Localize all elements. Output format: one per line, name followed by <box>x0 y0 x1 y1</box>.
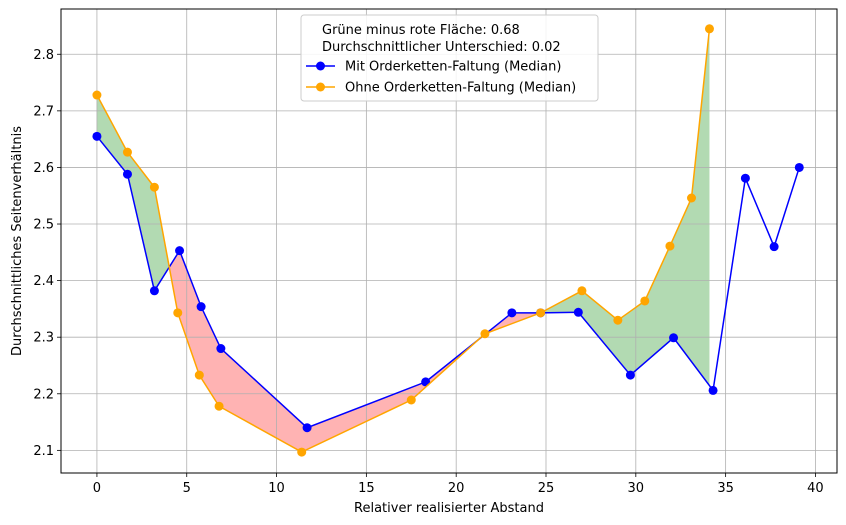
y-tick-label: 2.2 <box>33 387 54 402</box>
y-tick-label: 2.4 <box>33 274 54 289</box>
y-tick-label: 2.5 <box>33 218 54 233</box>
data-point <box>175 246 185 256</box>
y-tick-label: 2.3 <box>33 331 54 346</box>
y-tick-label: 2.6 <box>33 161 54 176</box>
data-point <box>297 447 307 457</box>
grid <box>61 9 837 473</box>
data-point <box>769 242 779 252</box>
x-tick-label: 10 <box>268 481 285 496</box>
series-line <box>96 28 711 453</box>
data-point <box>173 308 183 318</box>
legend-swatch-marker <box>316 61 325 71</box>
legend-annotation: Durchschnittlicher Unterschied: 0.02 <box>322 40 561 55</box>
data-point <box>665 241 675 251</box>
legend-annotation: Grüne minus rote Fläche: 0.68 <box>322 23 520 38</box>
y-tick-label: 2.1 <box>33 444 54 459</box>
data-point <box>194 370 204 380</box>
legend-label: Ohne Orderketten-Faltung (Median) <box>345 81 576 96</box>
data-point <box>214 401 224 411</box>
data-point <box>704 24 714 34</box>
data-point <box>507 308 517 318</box>
legend-box <box>300 14 599 102</box>
data-point <box>740 173 750 183</box>
plot-frame <box>60 8 838 474</box>
data-point <box>794 162 804 172</box>
x-tick-label: 5 <box>183 481 191 496</box>
data-point <box>216 344 226 354</box>
axis-ticks: 0 5 10 15 20 25 30 35 40 2.1 2.2 2.3 2.4 2.5 2.6 2.7 2.8 <box>33 48 823 496</box>
data-point <box>196 302 206 312</box>
data-point <box>640 296 650 306</box>
data-point <box>573 307 583 317</box>
data-point <box>149 286 159 296</box>
series-lines <box>92 24 804 457</box>
legend-label: Mit Orderketten-Faltung (Median) <box>345 60 561 75</box>
x-tick-label: 40 <box>807 481 824 496</box>
legend-swatch-marker <box>316 82 325 92</box>
y-axis-label: Durchschnittliches Seitenverhältnis <box>10 126 25 356</box>
data-point <box>149 182 159 192</box>
positive-area <box>96 95 170 291</box>
positive-area <box>540 28 710 386</box>
data-point <box>122 147 132 157</box>
data-point <box>536 308 546 318</box>
series-2 <box>92 24 714 457</box>
data-point <box>92 131 102 141</box>
data-point <box>708 385 718 395</box>
x-tick-label: 15 <box>358 481 375 496</box>
y-tick-label: 2.7 <box>33 104 54 119</box>
x-axis-label: Relativer realisierter Abstand <box>354 501 544 516</box>
x-tick-label: 25 <box>538 481 555 496</box>
data-point <box>669 333 679 343</box>
data-point <box>122 169 132 179</box>
x-tick-label: 0 <box>93 481 101 496</box>
data-point <box>92 90 102 100</box>
x-tick-label: 35 <box>717 481 734 496</box>
x-tick-label: 30 <box>628 481 645 496</box>
data-point <box>687 193 696 203</box>
data-point <box>577 286 587 296</box>
legend: Grüne minus rote Fläche: 0.68 Durchschnit… <box>300 14 599 102</box>
data-point <box>406 395 416 405</box>
negative-area <box>169 250 479 453</box>
data-point <box>302 423 312 433</box>
data-point <box>613 315 623 325</box>
data-point <box>480 329 490 339</box>
x-tick-label: 20 <box>448 481 465 496</box>
y-tick-label: 2.8 <box>33 48 54 63</box>
data-point <box>625 370 635 380</box>
